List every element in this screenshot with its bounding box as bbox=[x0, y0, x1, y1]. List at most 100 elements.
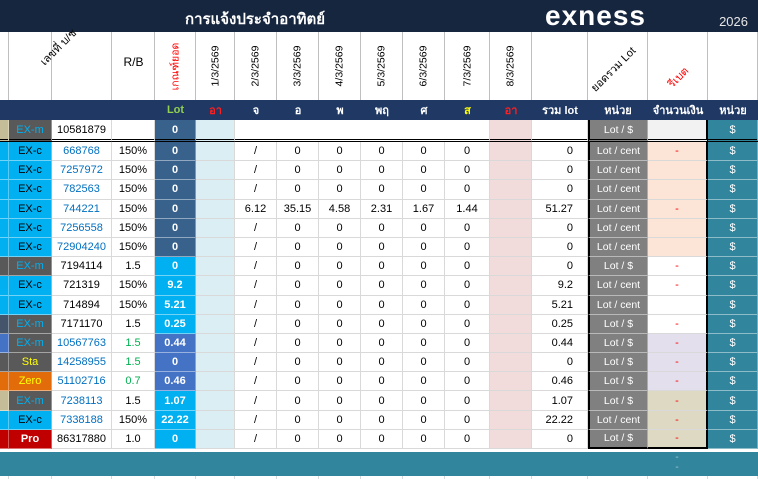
cell-row-strip[interactable] bbox=[0, 237, 9, 258]
cell-currency[interactable]: $ bbox=[708, 353, 758, 373]
cell-rb[interactable]: 0.7 bbox=[112, 372, 155, 392]
cell-day-tue[interactable]: 0 bbox=[277, 391, 319, 411]
cell-day-tue[interactable]: 0 bbox=[277, 237, 319, 258]
cell-day-mon[interactable]: / bbox=[235, 180, 277, 200]
cell-day-sun2[interactable] bbox=[490, 353, 532, 373]
cell-row-tag[interactable]: EX-m bbox=[9, 333, 52, 354]
cell-rb[interactable]: 1.5 bbox=[112, 257, 155, 277]
cell-day-sat[interactable]: 0 bbox=[445, 410, 490, 430]
cell-days-merged[interactable] bbox=[235, 120, 490, 142]
cell-day-wed[interactable]: 0 bbox=[319, 276, 361, 296]
cell-day-tue[interactable]: 0 bbox=[277, 353, 319, 373]
cell-amount[interactable]: - bbox=[648, 429, 708, 449]
cell-day-fri[interactable]: 0 bbox=[403, 391, 445, 411]
cell-day-sat[interactable]: 0 bbox=[445, 276, 490, 296]
cell-lot[interactable]: 0 bbox=[155, 429, 196, 449]
header-cell[interactable] bbox=[0, 32, 9, 100]
cell-row-tag[interactable]: Sta bbox=[9, 353, 52, 373]
cell-unit[interactable]: Lot / $ bbox=[588, 353, 648, 373]
cell-day-fri[interactable]: 0 bbox=[403, 410, 445, 430]
date-header-cell[interactable]: 4/3/2569 bbox=[319, 32, 361, 100]
cell-day-sun1[interactable] bbox=[196, 372, 235, 392]
cell-day-sun1[interactable] bbox=[196, 142, 235, 162]
cell-lot[interactable]: 0 bbox=[155, 353, 196, 373]
cell-account[interactable]: 744221 bbox=[52, 199, 112, 219]
cell-unit[interactable]: Lot / cent bbox=[588, 180, 648, 200]
date-header-cell[interactable]: 1/3/2569 bbox=[196, 32, 235, 100]
cell-day-sun2[interactable] bbox=[490, 142, 532, 162]
cell-total-lot[interactable]: 5.21 bbox=[532, 295, 588, 315]
cell-day-thu[interactable]: 2.31 bbox=[361, 199, 403, 219]
cell-total-lot[interactable]: 0.25 bbox=[532, 314, 588, 334]
cell-day-wed[interactable]: 0 bbox=[319, 237, 361, 258]
day-header-fri[interactable]: ศ bbox=[403, 100, 445, 120]
cell-amount[interactable]: - bbox=[648, 372, 708, 392]
day-header-sat[interactable]: ส bbox=[445, 100, 490, 120]
day-header-sun1[interactable]: อา bbox=[196, 100, 235, 120]
cell-row-strip[interactable] bbox=[0, 295, 9, 315]
cell-account[interactable]: 10567763 bbox=[52, 333, 112, 354]
cell-day-thu[interactable]: 0 bbox=[361, 257, 403, 277]
cell-day-sun1[interactable] bbox=[196, 218, 235, 238]
date-header-cell[interactable]: 3/3/2569 bbox=[277, 32, 319, 100]
cell-day-tue[interactable]: 0 bbox=[277, 314, 319, 334]
cell-day-sun2[interactable] bbox=[490, 391, 532, 411]
cell-day-sun1[interactable] bbox=[196, 295, 235, 315]
cell-currency[interactable]: $ bbox=[708, 180, 758, 200]
cell-amount[interactable]: - bbox=[648, 410, 708, 430]
cell-lot[interactable]: 0 bbox=[155, 161, 196, 181]
cell-day-sat[interactable]: 0 bbox=[445, 353, 490, 373]
cell-day-thu[interactable]: 0 bbox=[361, 410, 403, 430]
cell-rb[interactable]: 150% bbox=[112, 276, 155, 296]
cell-row-strip[interactable] bbox=[0, 257, 9, 277]
cell-currency[interactable]: $ bbox=[708, 218, 758, 238]
cell-row-strip[interactable] bbox=[0, 314, 9, 334]
cell-amount[interactable] bbox=[648, 180, 708, 200]
cell-account[interactable]: 668768 bbox=[52, 142, 112, 162]
cell-day-wed[interactable]: 0 bbox=[319, 410, 361, 430]
cell-unit[interactable]: Lot / cent bbox=[588, 218, 648, 238]
cell-row-tag[interactable]: Zero bbox=[9, 372, 52, 392]
cell-rb[interactable]: 1.5 bbox=[112, 353, 155, 373]
cell-day-wed[interactable]: 0 bbox=[319, 333, 361, 354]
cell-rb[interactable]: 150% bbox=[112, 410, 155, 430]
cell-rb[interactable]: 1.0 bbox=[112, 429, 155, 449]
cell-row-tag[interactable]: EX-c bbox=[9, 199, 52, 219]
cell-account[interactable]: 721319 bbox=[52, 276, 112, 296]
day-header-wed[interactable]: พ bbox=[319, 100, 361, 120]
cell-day-mon[interactable]: / bbox=[235, 410, 277, 430]
cell-unit[interactable]: Lot / $ bbox=[588, 429, 648, 449]
cell-day-fri[interactable]: 0 bbox=[403, 353, 445, 373]
cell-day-thu[interactable]: 0 bbox=[361, 180, 403, 200]
header-cell[interactable] bbox=[708, 32, 758, 100]
cell-day-sun1[interactable] bbox=[196, 276, 235, 296]
cell-row-strip[interactable] bbox=[0, 161, 9, 181]
cell-row-tag[interactable]: EX-c bbox=[9, 237, 52, 258]
cell-account[interactable]: 7238113 bbox=[52, 391, 112, 411]
cell-amount[interactable]: - bbox=[648, 199, 708, 219]
cell-unit[interactable]: Lot / cent bbox=[588, 237, 648, 258]
cell-day-tue[interactable]: 0 bbox=[277, 142, 319, 162]
cell-row-tag[interactable]: EX-c bbox=[9, 218, 52, 238]
cell-account[interactable]: 782563 bbox=[52, 180, 112, 200]
cell-total-lot[interactable]: 0 bbox=[532, 142, 588, 162]
cell-rb[interactable]: 1.5 bbox=[112, 391, 155, 411]
cell-day-wed[interactable]: 0 bbox=[319, 295, 361, 315]
cell-day-mon[interactable]: / bbox=[235, 429, 277, 449]
cell-day-sun2[interactable] bbox=[490, 372, 532, 392]
cell-day-sat[interactable]: 0 bbox=[445, 257, 490, 277]
cell-lot[interactable]: 0.46 bbox=[155, 372, 196, 392]
cell-total-lot[interactable]: 0 bbox=[532, 218, 588, 238]
header-cell[interactable] bbox=[52, 32, 112, 100]
date-header-cell[interactable]: 7/3/2569 bbox=[445, 32, 490, 100]
cell-day-thu[interactable]: 0 bbox=[361, 391, 403, 411]
cell-day-mon[interactable]: / bbox=[235, 161, 277, 181]
cell-day-fri[interactable]: 0 bbox=[403, 142, 445, 162]
cell-account[interactable]: 714894 bbox=[52, 295, 112, 315]
cell-row-tag[interactable]: EX-m bbox=[9, 314, 52, 334]
cell-account[interactable]: 7257972 bbox=[52, 161, 112, 181]
date-header-cell[interactable]: 2/3/2569 bbox=[235, 32, 277, 100]
header-cell[interactable] bbox=[648, 32, 708, 100]
cell-lot[interactable]: 0 bbox=[155, 218, 196, 238]
cell-day-sat[interactable]: 0 bbox=[445, 372, 490, 392]
